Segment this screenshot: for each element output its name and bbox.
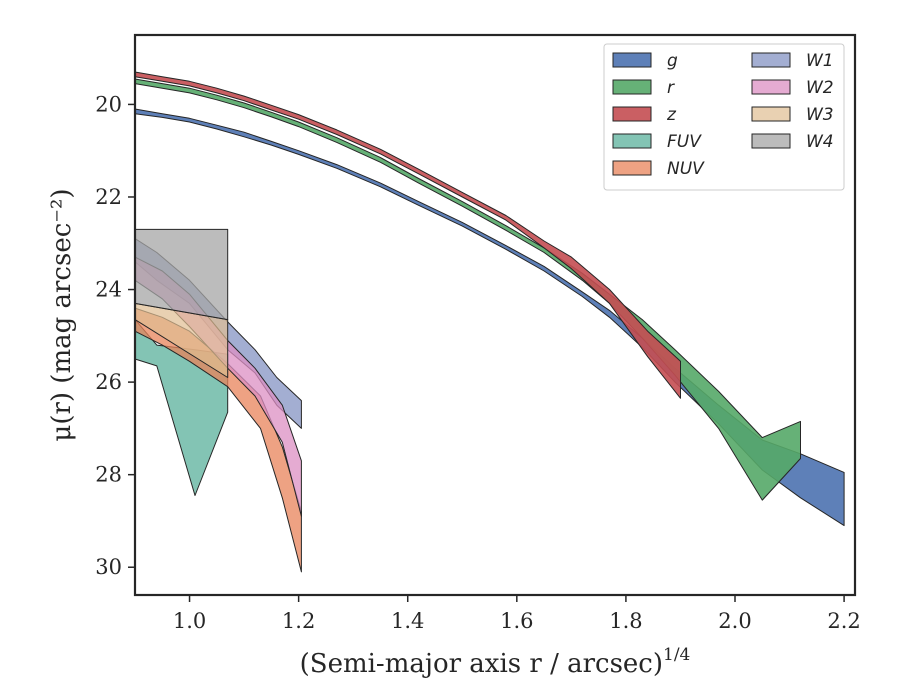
- y-tick-label: 22: [95, 185, 122, 209]
- legend-swatch-w1: [751, 52, 791, 68]
- legend-label-r: r: [667, 78, 675, 98]
- x-tick-label: 1.4: [391, 609, 424, 633]
- x-tick-label: 1.6: [500, 609, 533, 633]
- band-w4: [134, 228, 229, 321]
- legend-label-w1: W1: [806, 51, 834, 71]
- x-tick-label: 2.2: [827, 609, 860, 633]
- y-tick-label: 30: [95, 555, 122, 579]
- plot-frame: [133, 33, 857, 597]
- y-tick-label: 24: [95, 278, 122, 302]
- x-axis-label-text: (Semi-major axis r / arcsec): [300, 649, 663, 679]
- y-tick-label: 28: [95, 463, 122, 487]
- legend-label-nuv: NUV: [667, 159, 705, 179]
- legend-swatch-w2: [751, 79, 791, 95]
- legend-swatch-nuv: [612, 160, 652, 176]
- legend-swatch-r: [612, 79, 652, 95]
- legend-swatch-w3: [751, 106, 791, 122]
- x-axis-label-superscript: 1/4: [663, 645, 690, 665]
- legend-swatch-fuv: [612, 133, 652, 149]
- legend: grz FUV NUV W1 W2 W3 W4: [603, 43, 845, 191]
- band-g: [134, 108, 845, 527]
- legend-swatch-w4: [751, 133, 791, 149]
- x-axis: 1.0 1.2 1.4 1.6 1.8 2.0 2.2: [173, 595, 861, 633]
- y-axis-label: μ(r) (mag arcsec⁻²): [47, 188, 77, 441]
- band-layer: [134, 71, 845, 573]
- band-z: [134, 71, 681, 399]
- y-tick-label: 20: [95, 92, 122, 116]
- band-r: [134, 78, 801, 501]
- legend-label-z: z: [666, 105, 677, 125]
- legend-label-w3: W3: [806, 105, 834, 125]
- legend-swatch-z: [612, 106, 652, 122]
- x-tick-label: 2.0: [718, 609, 751, 633]
- legend-label-g: g: [667, 51, 678, 71]
- legend-swatch-g: [612, 52, 652, 68]
- x-tick-label: 1.0: [173, 609, 206, 633]
- y-tick-label: 26: [95, 370, 122, 394]
- x-tick-label: 1.2: [282, 609, 315, 633]
- legend-label-w2: W2: [806, 78, 834, 98]
- legend-label-w4: W4: [806, 132, 834, 152]
- x-axis-label: (Semi-major axis r / arcsec)1/4: [300, 645, 691, 679]
- y-axis: 20 22 24 26 28 30: [95, 92, 135, 579]
- legend-label-fuv: FUV: [667, 132, 702, 152]
- x-tick-label: 1.8: [609, 609, 642, 633]
